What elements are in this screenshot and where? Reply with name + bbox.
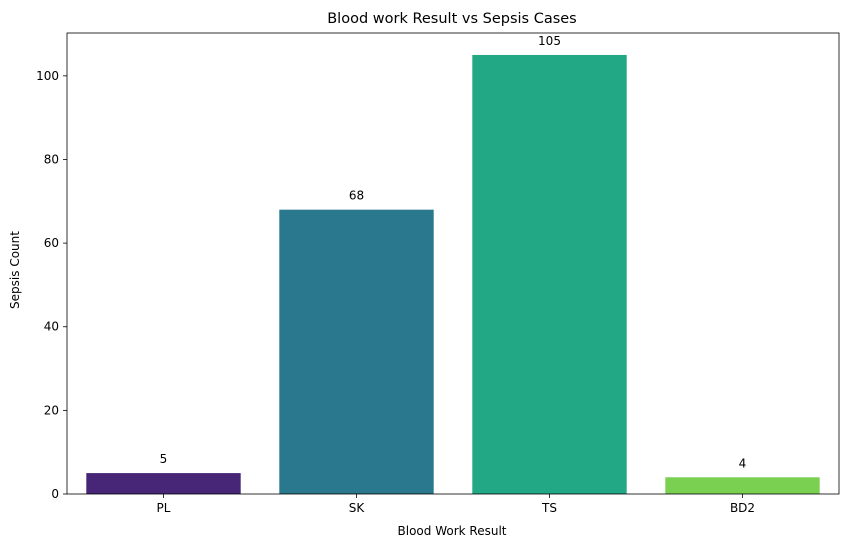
y-axis-title: Sepsis Count	[8, 231, 22, 309]
y-tick-label-40: 40	[44, 320, 59, 334]
y-tick-label-80: 80	[44, 152, 59, 166]
bar-ts	[472, 54, 627, 494]
x-tick-label-ts: TS	[541, 501, 557, 515]
x-tick-label-pl: PL	[157, 501, 171, 515]
bars	[86, 54, 820, 494]
plot-area: 5 68 105 4	[66, 32, 840, 495]
data-label-ts: 105	[538, 34, 561, 48]
data-labels: 5 68 105 4	[160, 34, 747, 470]
bar-pl	[86, 473, 241, 494]
chart-title: Blood work Result vs Sepsis Cases	[327, 11, 577, 27]
data-label-bd2: 4	[739, 456, 747, 470]
y-axis: 0 20 40 60 80 100	[36, 69, 67, 501]
y-tick-label-0: 0	[51, 487, 59, 501]
y-tick-label-60: 60	[44, 236, 59, 250]
data-label-pl: 5	[160, 452, 168, 466]
x-axis: PL SK TS BD2	[157, 494, 755, 515]
bar-sk	[279, 209, 434, 494]
x-tick-label-sk: SK	[349, 501, 366, 515]
y-tick-label-20: 20	[44, 403, 59, 417]
data-label-sk: 68	[349, 189, 364, 203]
x-tick-label-bd2: BD2	[730, 501, 755, 515]
plot-frame	[66, 32, 840, 495]
y-tick-label-100: 100	[36, 69, 59, 83]
bar-bd2	[665, 477, 820, 494]
x-axis-title: Blood Work Result	[398, 524, 507, 538]
